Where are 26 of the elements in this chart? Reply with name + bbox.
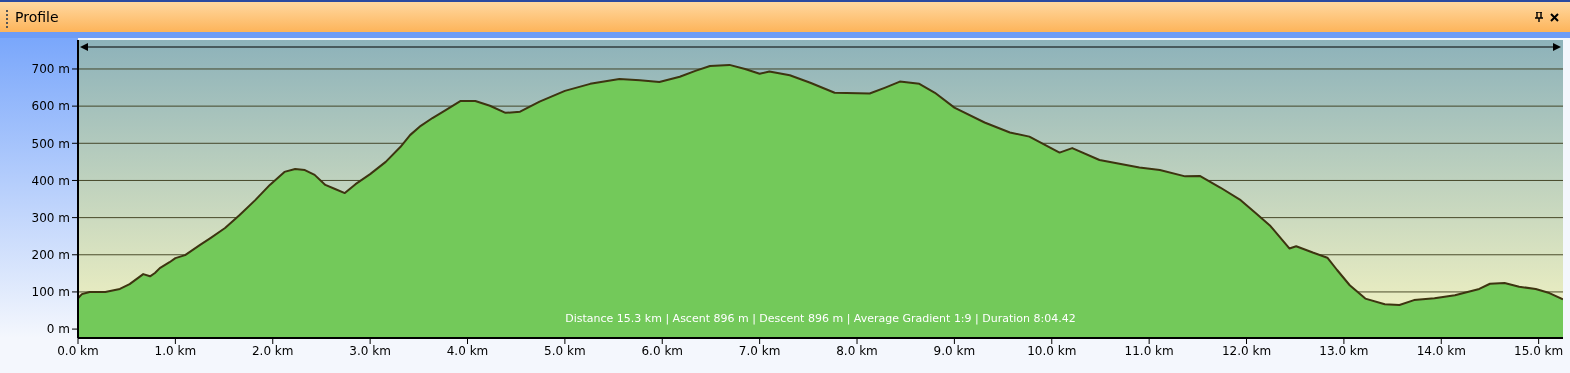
annotation: Distance 15.3 km | Ascent 896 m | Descent 896 m | Average Gradient 1:9 | Duration 8:04.42 [564, 312, 1077, 326]
x-tick-label: 6.0 km [641, 343, 684, 358]
y-tick-label: 100 m [31, 285, 70, 300]
x-tick-label: 3.0 km [349, 343, 391, 358]
x-tick-label: 4.0 km [446, 343, 489, 358]
x-tick-label: 7.0 km [738, 343, 781, 358]
y-tick-label: 700 m [31, 62, 70, 77]
x-tick-label: 0.0 km [57, 343, 99, 358]
y-tick-label: 400 m [31, 173, 70, 188]
x-tick-label: 13.0 km [1319, 343, 1369, 358]
x-tick-label: 9.0 km [933, 343, 976, 358]
x-tick-label: 12.0 km [1221, 343, 1272, 358]
x-tick-label: 10.0 km [1027, 343, 1077, 358]
y-tick-label: 200 m [31, 248, 70, 263]
x-tick-label: 1.0 km [154, 343, 197, 358]
y-tick-label: 600 m [31, 99, 70, 114]
x-tick-label: 2.0 km [251, 343, 294, 358]
x-tick-label: 15.0 km [1514, 343, 1564, 358]
x-tick-label: 14.0 km [1416, 343, 1466, 358]
y-tick-label: 300 m [31, 210, 70, 225]
x-tick-label: 5.0 km [544, 343, 586, 358]
x-tick-label: 11.0 km [1124, 343, 1174, 358]
y-tick-label: 0 m [46, 322, 70, 337]
x-tick-label: 8.0 km [836, 343, 878, 358]
y-tick-label: 500 m [31, 136, 70, 151]
chart-title: Profile [15, 9, 59, 25]
